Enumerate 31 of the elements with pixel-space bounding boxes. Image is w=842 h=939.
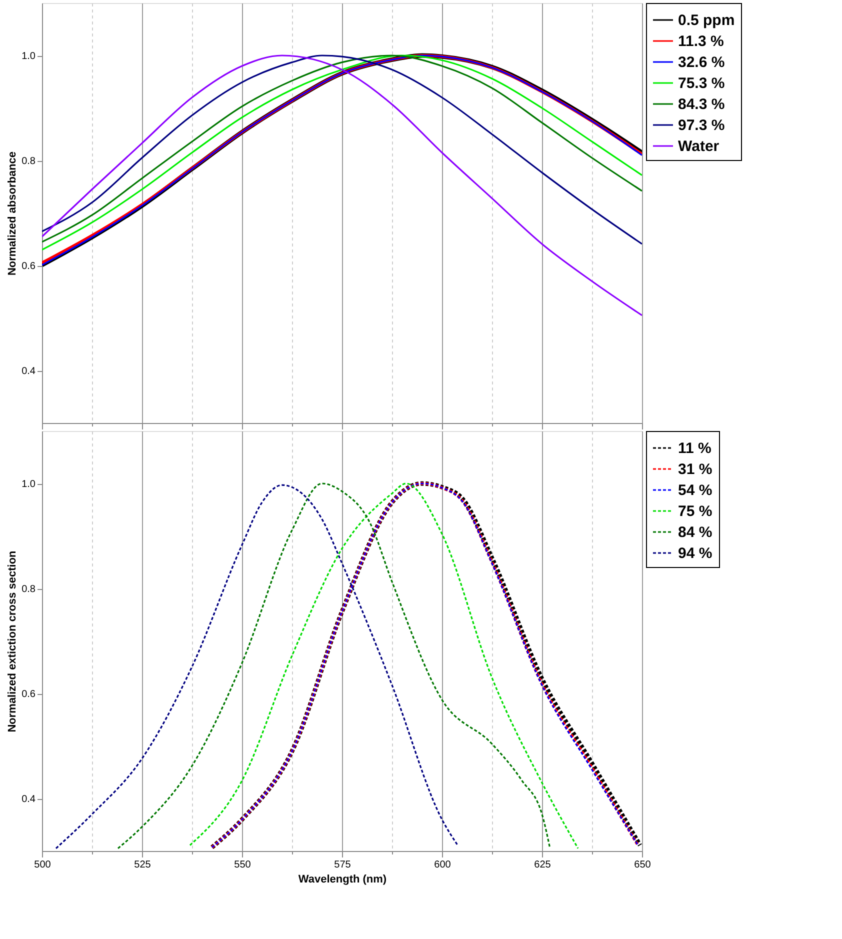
y-axis-title: Normalized extiction cross section <box>6 550 19 732</box>
y-tick-label: 0.8 <box>22 156 36 167</box>
y-tick-label: 1.0 <box>22 479 36 490</box>
y-tick-label: 0.6 <box>22 261 36 272</box>
y-tick-label: 0.4 <box>22 366 36 377</box>
legend-label: 84 % <box>678 524 712 541</box>
x-tick-label: 650 <box>634 860 652 870</box>
y-tick-label: 0.8 <box>22 584 36 595</box>
x-tick-label: 525 <box>134 860 152 870</box>
legend-label: 11 % <box>678 440 712 457</box>
legend-label: 97.3 % <box>678 117 725 134</box>
x-tick-label: 600 <box>434 860 452 870</box>
legend-label: 0.5 ppm <box>678 12 735 29</box>
x-tick-label: 550 <box>234 860 252 870</box>
legend-label: 11.3 % <box>678 33 724 50</box>
legend-label: 75 % <box>678 503 712 520</box>
legend-label: 54 % <box>678 482 712 499</box>
x-axis-title: Wavelength (nm) <box>298 874 387 886</box>
legend-label: 84.3 % <box>678 96 725 113</box>
legend-label: 31 % <box>678 461 712 478</box>
y-axis-title: Normalized absorbance <box>6 151 19 276</box>
legend-label: 75.3 % <box>678 75 725 92</box>
legend-label: Water <box>678 138 720 155</box>
y-tick-label: 1.0 <box>22 51 36 62</box>
y-tick-label: 0.6 <box>22 689 36 700</box>
legend-label: 32.6 % <box>678 54 725 71</box>
x-tick-label: 575 <box>334 860 352 870</box>
x-tick-label: 500 <box>34 860 52 870</box>
x-tick-label: 625 <box>534 860 552 870</box>
y-tick-label: 0.4 <box>22 794 36 805</box>
legend-label: 94 % <box>678 545 712 562</box>
